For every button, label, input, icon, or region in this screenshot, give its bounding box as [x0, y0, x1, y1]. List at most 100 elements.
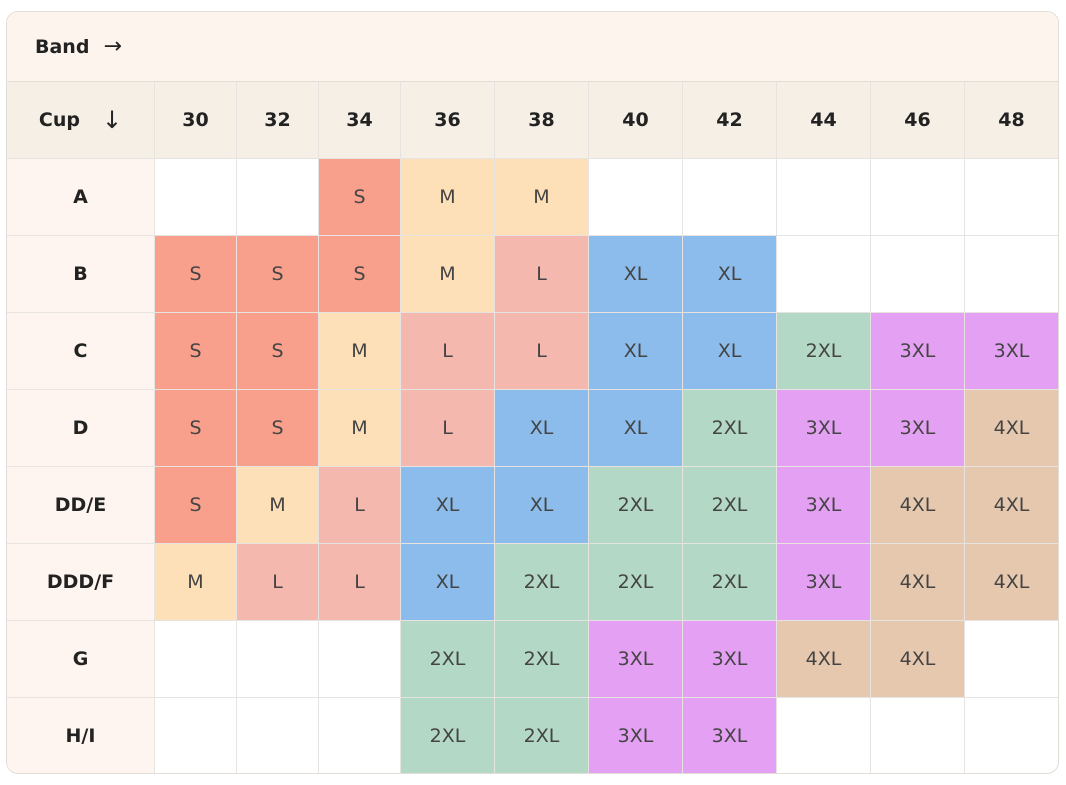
size-cell	[155, 159, 237, 236]
size-cell: XL	[401, 544, 495, 621]
size-cell: S	[155, 467, 237, 544]
cup-header: Cup ↓	[7, 82, 155, 159]
cup-arrow: ↓	[101, 106, 123, 134]
size-cell: 3XL	[683, 698, 777, 773]
size-cell: 2XL	[589, 544, 683, 621]
size-cell	[965, 236, 1058, 313]
band-label: 48	[965, 82, 1058, 159]
size-cell: XL	[495, 390, 589, 467]
band-label: 44	[777, 82, 871, 159]
size-cell: 2XL	[683, 467, 777, 544]
band-label: 34	[319, 82, 401, 159]
size-cell: L	[401, 390, 495, 467]
cup-label: DD/E	[7, 467, 155, 544]
band-label: 46	[871, 82, 965, 159]
size-cell: S	[237, 236, 319, 313]
size-cell	[965, 159, 1058, 236]
cup-label: D	[7, 390, 155, 467]
size-grid: Cup ↓ 30 32 34 36 38 40 42 44 46 48 A S M M B S S S M L XL XL C S…	[7, 82, 1058, 773]
band-label: 42	[683, 82, 777, 159]
size-cell: M	[155, 544, 237, 621]
size-cell: 2XL	[401, 698, 495, 773]
size-cell	[777, 236, 871, 313]
size-cell: 2XL	[683, 390, 777, 467]
size-cell: L	[495, 313, 589, 390]
size-cell: 4XL	[871, 621, 965, 698]
size-cell: 2XL	[495, 621, 589, 698]
size-cell: 4XL	[965, 467, 1058, 544]
size-cell: 3XL	[777, 390, 871, 467]
size-cell: S	[155, 236, 237, 313]
band-title: Band	[35, 35, 90, 58]
size-cell: XL	[683, 236, 777, 313]
size-cell: S	[237, 390, 319, 467]
size-cell: M	[237, 467, 319, 544]
size-cell	[777, 159, 871, 236]
size-cell: 4XL	[871, 467, 965, 544]
size-cell: XL	[589, 313, 683, 390]
size-cell: M	[401, 159, 495, 236]
size-cell: S	[155, 313, 237, 390]
size-cell	[965, 698, 1058, 773]
size-cell	[237, 159, 319, 236]
size-cell: L	[237, 544, 319, 621]
size-cell	[237, 698, 319, 773]
cup-label: A	[7, 159, 155, 236]
size-cell: S	[319, 159, 401, 236]
size-cell: 3XL	[589, 698, 683, 773]
size-cell	[871, 236, 965, 313]
size-chart: Band → Cup ↓ 30 32 34 36 38 40 42 44 46 48 A S M M B S S S M…	[6, 11, 1059, 774]
size-cell: 2XL	[495, 698, 589, 773]
cup-label: DDD/F	[7, 544, 155, 621]
band-arrow: →	[103, 34, 122, 59]
size-cell: M	[401, 236, 495, 313]
size-cell: 3XL	[777, 467, 871, 544]
size-cell: 3XL	[589, 621, 683, 698]
size-cell: 2XL	[589, 467, 683, 544]
size-cell: M	[495, 159, 589, 236]
size-cell: 2XL	[495, 544, 589, 621]
size-cell: L	[401, 313, 495, 390]
size-cell: XL	[589, 236, 683, 313]
size-cell: L	[495, 236, 589, 313]
cup-label: C	[7, 313, 155, 390]
size-cell	[871, 159, 965, 236]
cup-label: B	[7, 236, 155, 313]
size-cell	[319, 698, 401, 773]
size-cell: 4XL	[965, 544, 1058, 621]
size-cell: 4XL	[871, 544, 965, 621]
size-cell: XL	[401, 467, 495, 544]
cup-label: Cup	[38, 109, 80, 131]
size-cell	[777, 698, 871, 773]
size-cell	[155, 621, 237, 698]
size-cell: 3XL	[871, 313, 965, 390]
size-cell	[965, 621, 1058, 698]
size-cell	[237, 621, 319, 698]
band-header: Band →	[7, 12, 1058, 82]
band-label: 30	[155, 82, 237, 159]
size-cell: 3XL	[871, 390, 965, 467]
size-cell: 2XL	[683, 544, 777, 621]
band-label: 40	[589, 82, 683, 159]
band-label: 38	[495, 82, 589, 159]
size-cell: 2XL	[401, 621, 495, 698]
size-cell: S	[237, 313, 319, 390]
size-cell: 3XL	[777, 544, 871, 621]
size-cell: XL	[683, 313, 777, 390]
band-label: 32	[237, 82, 319, 159]
size-cell	[589, 159, 683, 236]
cup-label: G	[7, 621, 155, 698]
size-cell: M	[319, 313, 401, 390]
size-cell: 3XL	[965, 313, 1058, 390]
size-cell	[319, 621, 401, 698]
size-cell	[871, 698, 965, 773]
size-cell: S	[155, 390, 237, 467]
cup-label: H/I	[7, 698, 155, 773]
size-cell	[683, 159, 777, 236]
band-label: 36	[401, 82, 495, 159]
size-cell: XL	[495, 467, 589, 544]
size-cell: 2XL	[777, 313, 871, 390]
size-cell: L	[319, 467, 401, 544]
size-cell: 4XL	[777, 621, 871, 698]
size-cell: L	[319, 544, 401, 621]
